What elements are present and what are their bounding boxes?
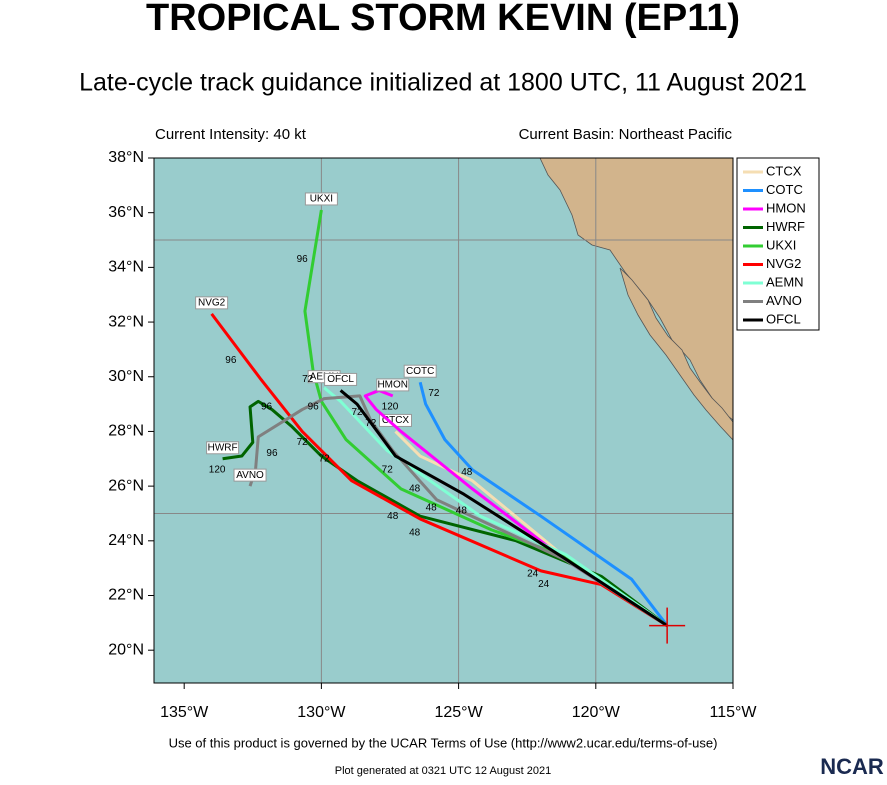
hour-label: 72 — [365, 418, 377, 429]
track-label: HMON — [377, 380, 408, 391]
track-label-box — [233, 468, 267, 482]
hour-label: 24 — [527, 568, 539, 579]
hour-label: 120 — [382, 401, 399, 412]
track-label: OFCL — [327, 374, 354, 385]
hour-label: 96 — [297, 254, 309, 265]
track-label-box — [403, 364, 437, 378]
hour-label: 48 — [461, 467, 473, 478]
x-tick-label: 115°W — [709, 704, 757, 721]
map-frame — [153, 157, 734, 684]
hour-label: 72 — [382, 464, 394, 475]
track — [222, 399, 669, 627]
legend-label: CTCX — [766, 163, 802, 178]
track — [248, 394, 668, 627]
y-tick-label: 22°N — [108, 587, 144, 604]
y-tick-label: 38°N — [108, 149, 144, 166]
logo: NCAR — [820, 754, 884, 779]
baja-california — [619, 267, 733, 441]
hour-label: 120 — [209, 464, 226, 475]
track — [323, 386, 669, 627]
track — [210, 312, 668, 627]
legend-label: HMON — [766, 200, 806, 215]
track-label: CTCX — [382, 415, 410, 426]
legend-label: AVNO — [766, 293, 802, 308]
x-tick-label: 130°W — [297, 704, 346, 721]
hour-label: 48 — [409, 527, 421, 538]
intensity: Current Intensity: 40 kt — [155, 126, 307, 143]
x-tick-label: 125°W — [434, 704, 483, 721]
basin: Current Basin: Northeast Pacific — [519, 126, 733, 143]
y-tick-label: 28°N — [108, 423, 144, 440]
track — [339, 389, 668, 627]
legend-label: COTC — [766, 182, 803, 197]
legend-label: OFCL — [766, 311, 801, 326]
legend-label: UKXI — [766, 237, 796, 252]
y-tick-label: 20°N — [108, 641, 144, 658]
hour-label: 96 — [308, 401, 320, 412]
track-label-box — [206, 441, 240, 455]
track-label: AVNO — [236, 470, 264, 481]
y-tick-label: 24°N — [108, 532, 144, 549]
track-label-box — [324, 372, 358, 386]
y-tick-label: 32°N — [108, 313, 144, 330]
track — [418, 381, 669, 627]
hour-label: 48 — [426, 503, 438, 514]
y-tick-label: 36°N — [108, 204, 144, 221]
track-label: COTC — [406, 366, 434, 377]
legend-label: HWRF — [766, 219, 805, 234]
track-label: NVG2 — [198, 298, 226, 309]
title: TROPICAL STORM KEVIN (EP11) — [146, 0, 740, 39]
hour-label: 96 — [225, 355, 237, 366]
legend-label: AEMN — [766, 274, 804, 289]
hour-label: 24 — [538, 579, 550, 590]
hour-label: 48 — [409, 484, 421, 495]
hour-label: 96 — [266, 448, 278, 459]
hour-label: 72 — [351, 407, 363, 418]
hour-label: 72 — [297, 437, 309, 448]
track-label: HWRF — [208, 442, 238, 453]
track-label-box — [304, 192, 338, 206]
hour-label: 48 — [456, 505, 468, 516]
hour-label: 96 — [261, 401, 273, 412]
y-tick-label: 26°N — [108, 477, 144, 494]
subtitle: Late-cycle track guidance initialized at… — [79, 69, 807, 97]
legend-label: NVG2 — [766, 256, 801, 271]
generated: Plot generated at 0321 UTC 12 August 202… — [335, 765, 552, 777]
x-tick-label: 120°W — [572, 704, 621, 721]
y-tick-label: 30°N — [108, 368, 144, 385]
track-label-box — [195, 296, 229, 310]
hour-label: 72 — [428, 388, 440, 399]
hour-label: 72 — [319, 453, 331, 464]
hour-label: 72 — [302, 374, 314, 385]
x-tick-label: 135°W — [160, 704, 209, 721]
track-label: UKXI — [310, 194, 333, 205]
hour-label: 48 — [387, 511, 399, 522]
y-tick-label: 34°N — [108, 259, 144, 276]
track-label-box — [376, 378, 410, 392]
terms: Use of this product is governed by the U… — [169, 735, 718, 750]
